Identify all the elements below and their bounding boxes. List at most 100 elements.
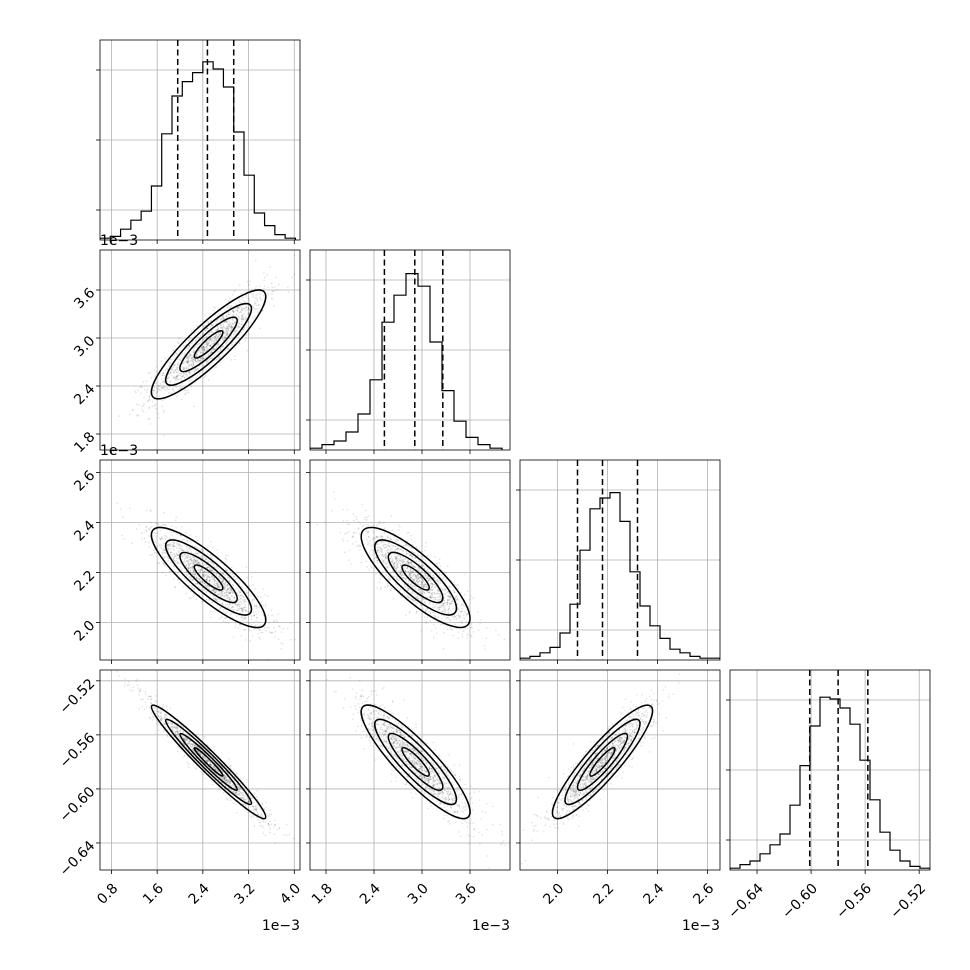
scatter-point xyxy=(209,561,212,563)
scatter-point xyxy=(202,338,204,340)
scatter-point xyxy=(230,326,233,329)
scatter-point xyxy=(173,542,176,544)
scatter-point xyxy=(378,581,381,584)
scatter-point xyxy=(393,553,396,555)
scatter-point xyxy=(206,327,208,330)
scatter-point xyxy=(221,579,224,582)
scatter-point xyxy=(445,617,448,620)
scatter-point xyxy=(213,597,215,599)
scatter-point xyxy=(152,400,154,403)
scatter-point xyxy=(373,557,376,560)
scatter-point xyxy=(437,606,439,609)
scatter-point xyxy=(229,599,231,601)
scatter-point xyxy=(182,736,185,739)
scatter-point xyxy=(202,352,205,354)
scatter-point xyxy=(458,615,460,617)
scatter-point xyxy=(162,386,165,389)
scatter-point xyxy=(264,594,266,596)
scatter-point xyxy=(448,607,450,610)
scatter-point xyxy=(164,717,166,720)
scatter-point xyxy=(225,332,227,334)
scatter-point xyxy=(431,591,434,594)
scatter-point xyxy=(233,596,236,599)
scatter-point xyxy=(207,342,209,344)
scatter-point xyxy=(190,379,193,381)
scatter-point xyxy=(168,364,171,367)
scatter-point xyxy=(203,556,206,559)
scatter-point xyxy=(177,543,180,545)
scatter-point xyxy=(216,584,219,587)
scatter-point xyxy=(230,325,233,328)
scatter-point xyxy=(212,589,214,592)
scatter-point xyxy=(262,821,265,823)
scatter-point xyxy=(404,585,406,588)
scatter-point xyxy=(236,605,239,607)
scatter-point xyxy=(424,574,427,576)
scatter-point xyxy=(160,718,162,720)
scatter-point xyxy=(160,386,163,389)
scatter-point xyxy=(223,336,226,339)
scatter-point xyxy=(233,596,236,599)
scatter-point xyxy=(428,591,430,594)
scatter-point xyxy=(205,557,208,560)
scatter-point xyxy=(183,754,186,757)
scatter-point xyxy=(214,590,217,593)
scatter-point xyxy=(213,578,215,581)
scatter-point xyxy=(226,333,229,335)
scatter-point xyxy=(358,544,360,546)
scatter-point xyxy=(179,534,182,537)
scatter-point xyxy=(223,582,226,585)
scatter-point xyxy=(227,330,230,332)
scatter-point xyxy=(217,585,220,588)
scatter-point xyxy=(188,365,191,367)
scatter-point xyxy=(147,400,150,402)
scatter-point xyxy=(225,327,227,330)
scatter-point xyxy=(430,578,432,581)
scatter-point xyxy=(184,737,186,740)
scatter-point xyxy=(208,568,211,571)
scatter-point xyxy=(360,561,363,564)
scatter-point xyxy=(168,722,170,725)
scatter-point xyxy=(240,323,243,326)
scatter-point xyxy=(411,586,413,589)
scatter-point xyxy=(234,330,237,333)
scatter-point xyxy=(376,587,378,589)
scatter-point xyxy=(443,575,445,578)
scatter-point xyxy=(460,611,463,613)
scatter-point xyxy=(427,578,430,580)
scatter-point xyxy=(155,382,157,384)
scatter-point xyxy=(226,779,228,781)
scatter-point xyxy=(410,571,412,573)
scatter-point xyxy=(449,597,452,599)
scatter-point xyxy=(238,789,241,792)
scatter-point xyxy=(166,547,169,550)
scatter-point xyxy=(253,605,256,607)
scatter-point xyxy=(175,542,178,545)
scatter-point xyxy=(239,604,241,607)
scatter-point xyxy=(411,598,413,601)
scatter-point xyxy=(391,558,394,560)
scatter-point xyxy=(215,322,218,325)
scatter-point xyxy=(406,560,408,563)
scatter-point xyxy=(207,327,209,330)
scatter-point xyxy=(411,572,413,574)
scatter-point xyxy=(443,599,445,602)
scatter-point xyxy=(213,337,216,340)
scatter-point xyxy=(224,779,227,782)
scatter-point xyxy=(135,680,138,682)
scatter-point xyxy=(259,807,262,810)
scatter-point xyxy=(287,291,290,293)
scatter-point xyxy=(221,594,224,597)
scatter-point xyxy=(181,734,183,737)
scatter-point xyxy=(233,575,235,578)
scatter-point xyxy=(268,824,271,827)
scatter-point xyxy=(255,613,258,615)
scatter-point xyxy=(351,536,354,538)
scatter-point xyxy=(257,610,259,613)
scatter-point xyxy=(201,600,204,603)
scatter-point xyxy=(181,357,183,360)
scatter-point xyxy=(149,423,152,425)
scatter-point xyxy=(223,774,225,776)
scatter-point xyxy=(197,547,199,550)
scatter-point xyxy=(181,353,183,356)
